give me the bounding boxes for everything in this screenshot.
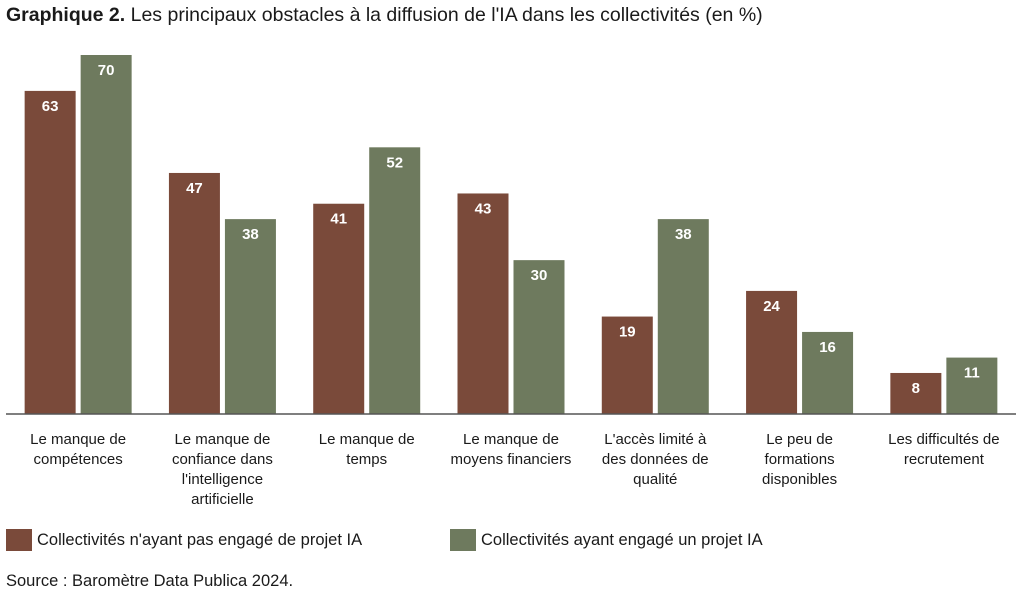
legend-label-b: Collectivités ayant engagé un projet IA [481, 530, 763, 549]
data-label-b-6: 11 [964, 365, 980, 382]
bar-a-0 [24, 90, 76, 415]
category-label-5: Le peu de formations disponibles [762, 431, 837, 488]
data-label-a-0: 63 [42, 98, 59, 115]
data-label-b-3: 30 [531, 267, 548, 284]
chart-title: Graphique 2. Les principaux obstacles à … [6, 4, 763, 27]
bar-b-4 [657, 219, 709, 414]
bar-chart: 63 70 Le manque de compétences 47 38 Le manque… [6, 55, 1016, 508]
source-note: Source : Baromètre Data Publica 2024. [6, 572, 294, 590]
data-label-a-6: 8 [912, 380, 920, 397]
legend-swatch-b [450, 529, 476, 551]
legend-item-a: Collectivités n'ayant pas engagé de proj… [6, 529, 362, 551]
data-label-a-3: 43 [475, 200, 492, 217]
bar-a-4 [601, 316, 653, 414]
data-label-a-1: 47 [186, 180, 203, 197]
bar-a-2 [313, 203, 365, 414]
legend-item-b: Collectivités ayant engagé un projet IA [450, 529, 763, 551]
bar-b-2 [369, 147, 421, 415]
category-label-6: Les difficultés de recrutement [888, 431, 999, 468]
bar-b-6 [946, 357, 998, 414]
data-label-b-1: 38 [242, 226, 259, 243]
bar-a-5 [746, 290, 798, 414]
data-label-a-4: 19 [619, 324, 636, 341]
data-label-b-0: 70 [98, 62, 115, 79]
legend-swatch-a [6, 529, 32, 551]
data-label-b-2: 52 [386, 154, 403, 171]
bar-a-1 [168, 172, 220, 414]
category-label-0: Le manque de compétences [30, 431, 126, 468]
bar-b-0 [80, 55, 132, 414]
bar-b-5 [802, 331, 854, 414]
bar-b-3 [513, 260, 565, 414]
data-label-b-5: 16 [819, 339, 836, 356]
data-label-a-2: 41 [330, 211, 347, 228]
category-label-3: Le manque de moyens financiers [451, 431, 572, 468]
chart-title-text: Les principaux obstacles à la diffusion … [125, 4, 763, 26]
legend-label-a: Collectivités n'ayant pas engagé de proj… [37, 530, 363, 549]
bar-b-1 [224, 219, 276, 414]
category-label-2: Le manque de temps [319, 431, 415, 468]
chart-title-prefix: Graphique 2. [6, 4, 126, 26]
category-label-4: L'accès limité à des données de qualité [602, 431, 709, 488]
data-label-b-4: 38 [675, 226, 692, 243]
bar-a-6 [890, 372, 942, 414]
data-label-a-5: 24 [763, 298, 780, 315]
bar-a-3 [457, 193, 509, 414]
category-label-1: Le manque de confiance dans l'intelligence… [172, 431, 273, 508]
